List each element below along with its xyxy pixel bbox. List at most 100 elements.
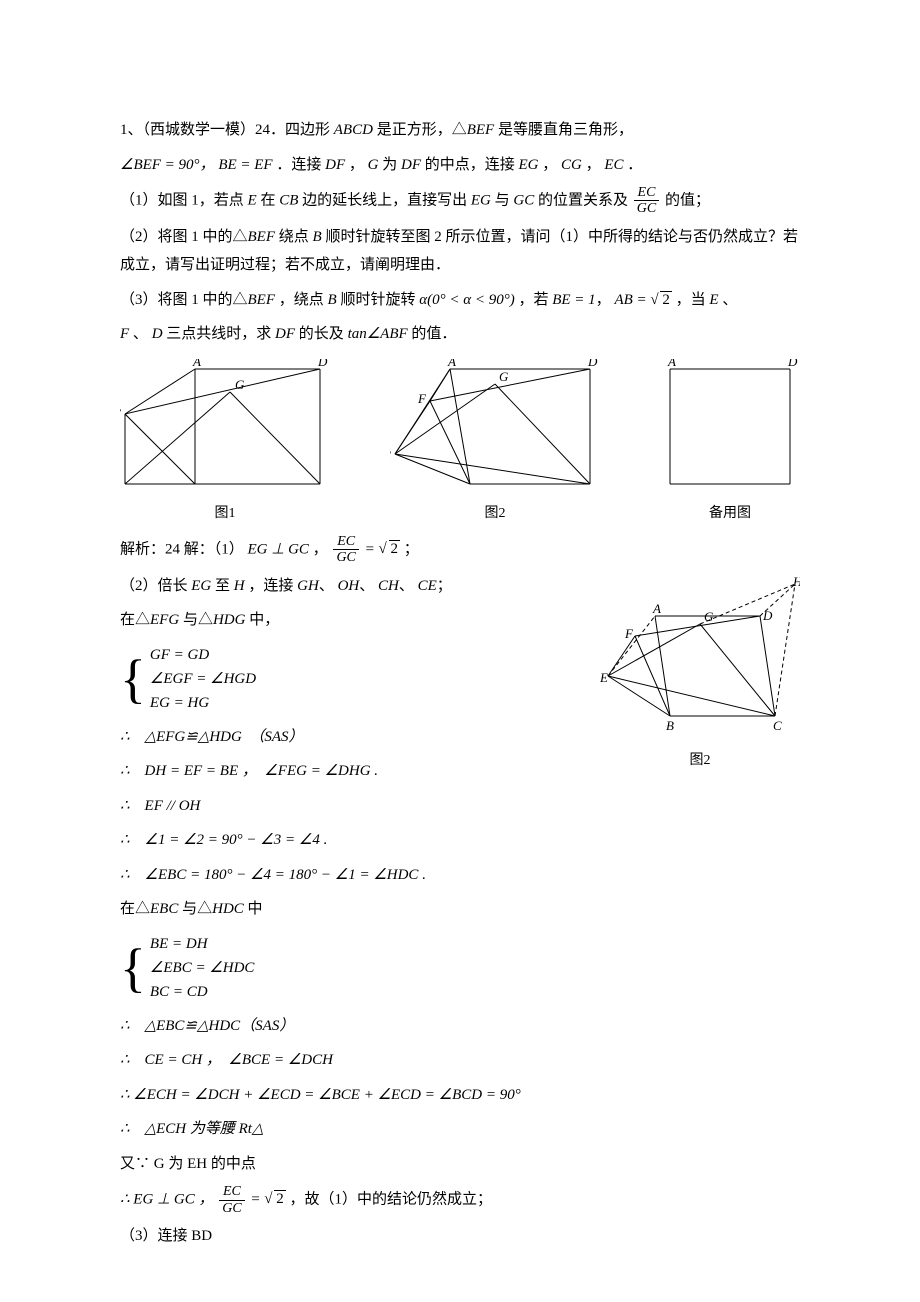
step: ∴ △ECH 为等腰 Rt△ bbox=[120, 1115, 800, 1144]
txt: 在△ bbox=[120, 612, 150, 628]
problem-line-2: ∠BEF = 90°， BE = EF ．连接 DF ， G 为 DF 的中点，… bbox=[120, 151, 800, 180]
txt: ，绕点 bbox=[279, 292, 324, 308]
txt: 边的延长线上，直接写出 bbox=[302, 192, 467, 208]
step: ∴ EF // OH bbox=[120, 792, 800, 821]
var: CH bbox=[378, 578, 399, 594]
var-bef: BEF bbox=[467, 122, 495, 138]
svg-text:D: D bbox=[762, 608, 773, 623]
txt: 与 bbox=[495, 192, 510, 208]
step: 又∵ G 为 EH 的中点 bbox=[120, 1150, 800, 1179]
step: ∴ ∠1 = ∠2 = 90° − ∠3 = ∠4 . bbox=[120, 826, 800, 855]
var: EFG bbox=[150, 612, 179, 628]
txt: 的长及 bbox=[299, 326, 344, 342]
frac: EC GC bbox=[333, 534, 358, 566]
num: EC bbox=[219, 1184, 244, 1200]
frac-ec-gc: EC GC bbox=[634, 185, 659, 217]
var: EBC bbox=[150, 901, 178, 917]
svg-text:A: A bbox=[447, 359, 456, 369]
figure-2: ADBCEFG 图2 bbox=[390, 359, 600, 528]
svg-text:D: D bbox=[587, 359, 598, 369]
step: （3）连接 BD bbox=[120, 1222, 800, 1251]
diagram-fig2: ADBCEFG bbox=[390, 359, 600, 489]
var-ec: EC bbox=[604, 157, 623, 173]
var-b: B bbox=[313, 229, 322, 245]
step-conclusion: ∴ EG ⊥ GC ， EC GC = 2 ，故（1）中的结论仍然成立； bbox=[120, 1184, 800, 1216]
var-cg: CG bbox=[561, 157, 582, 173]
txt: ， bbox=[586, 157, 601, 173]
den: GC bbox=[333, 550, 358, 565]
var: H bbox=[234, 578, 245, 594]
brace-group-1: { GF = GD ∠EGF = ∠HGD EG = HG bbox=[120, 643, 582, 715]
num: EC bbox=[333, 534, 358, 550]
txt: 顺时针旋转 bbox=[340, 292, 415, 308]
eq: = bbox=[365, 541, 379, 557]
question-2: （2）将图 1 中的△BEF 绕点 B 顺时针旋转至图 2 所示位置，请问（1）… bbox=[120, 223, 800, 280]
diagram-fig1: ADBCEFG bbox=[120, 359, 330, 489]
svg-text:B: B bbox=[668, 486, 676, 489]
txt: ，故（1）中的结论仍然成立； bbox=[290, 1191, 493, 1207]
txt: 、 bbox=[722, 292, 737, 308]
svg-text:C: C bbox=[588, 486, 597, 489]
txt: 1、（西城数学一模）24．四边形 bbox=[120, 122, 330, 138]
caption-fig3: 备用图 bbox=[660, 501, 800, 528]
figure-1: ADBCEFG 图1 bbox=[120, 359, 330, 528]
var-abcd: ABCD bbox=[334, 122, 373, 138]
txt: ， bbox=[313, 541, 328, 557]
txt: 是正方形，△ bbox=[377, 122, 467, 138]
svg-text:B: B bbox=[666, 718, 674, 733]
var-eg: EG bbox=[471, 192, 491, 208]
var: CE bbox=[418, 578, 437, 594]
txt: 与△ bbox=[182, 901, 212, 917]
den: GC bbox=[634, 201, 659, 216]
t: 、 bbox=[399, 578, 414, 594]
txt: 中， bbox=[249, 612, 279, 628]
eq: GF = GD bbox=[150, 643, 256, 667]
brace-lines: GF = GD ∠EGF = ∠HGD EG = HG bbox=[150, 643, 256, 715]
svg-text:A: A bbox=[667, 359, 676, 369]
problem-line-1: 1、（西城数学一模）24．四边形 ABCD 是正方形，△BEF 是等腰直角三角形… bbox=[120, 116, 800, 145]
var-b: B bbox=[328, 292, 337, 308]
brace-lines: BE = DH ∠EBC = ∠HDC BC = CD bbox=[150, 932, 255, 1004]
eq: ∠EGF = ∠HGD bbox=[150, 667, 256, 691]
solution-1: 解析：24 解：（1） EG ⊥ GC ， EC GC = 2 ； bbox=[120, 534, 800, 566]
t: 、 bbox=[359, 578, 374, 594]
var: D bbox=[152, 326, 163, 342]
svg-text:G: G bbox=[235, 377, 245, 392]
svg-text:G: G bbox=[499, 369, 509, 384]
eq1: ∠BEF = 90°， bbox=[120, 157, 215, 173]
txt: ，当 bbox=[676, 292, 706, 308]
txt: 为 bbox=[382, 157, 397, 173]
svg-text:E: E bbox=[600, 670, 608, 685]
txt: （2）将图 1 中的△ bbox=[120, 229, 248, 245]
eq: EG ⊥ GC bbox=[248, 541, 309, 557]
txt: 解析：24 解：（1） bbox=[120, 541, 244, 557]
svg-text:B: B bbox=[466, 486, 474, 489]
step: ∴ ∠EBC = 180° − ∠4 = 180° − ∠1 = ∠HDC . bbox=[120, 861, 800, 890]
txt: ， bbox=[596, 292, 611, 308]
svg-text:C: C bbox=[788, 486, 797, 489]
txt: 与△ bbox=[183, 612, 213, 628]
rad: 2 bbox=[389, 540, 401, 557]
var: BEF bbox=[248, 229, 276, 245]
caption-fig1: 图1 bbox=[120, 501, 330, 528]
step: ∴ △EBC≌△HDC（SAS） bbox=[120, 1012, 800, 1041]
svg-text:D: D bbox=[317, 359, 328, 369]
rad: 2 bbox=[660, 291, 672, 308]
eq: ∴ EG ⊥ GC ， bbox=[120, 1191, 213, 1207]
eq: = bbox=[250, 1191, 264, 1207]
question-3b: F 、 D 三点共线时，求 DF 的长及 tan∠ABF 的值． bbox=[120, 320, 800, 349]
question-3: （3）将图 1 中的△BEF ，绕点 B 顺时针旋转 α(0° < α < 90… bbox=[120, 286, 800, 315]
var-g: G bbox=[368, 157, 379, 173]
var: tan∠ABF bbox=[348, 326, 408, 342]
svg-text:G: G bbox=[704, 609, 714, 624]
diagram-fig3: ADBC bbox=[660, 359, 800, 489]
txt: ， bbox=[542, 157, 557, 173]
var: GH bbox=[297, 578, 319, 594]
txt: 的值． bbox=[411, 326, 456, 342]
var-gc: GC bbox=[513, 192, 534, 208]
eq: ∠EBC = ∠HDC bbox=[150, 956, 255, 980]
svg-text:E: E bbox=[122, 486, 131, 489]
svg-text:C: C bbox=[318, 486, 327, 489]
t: 、 bbox=[319, 578, 334, 594]
step: ∴ ∠ECH = ∠DCH + ∠ECD = ∠BCE + ∠ECD = ∠BC… bbox=[120, 1081, 800, 1110]
